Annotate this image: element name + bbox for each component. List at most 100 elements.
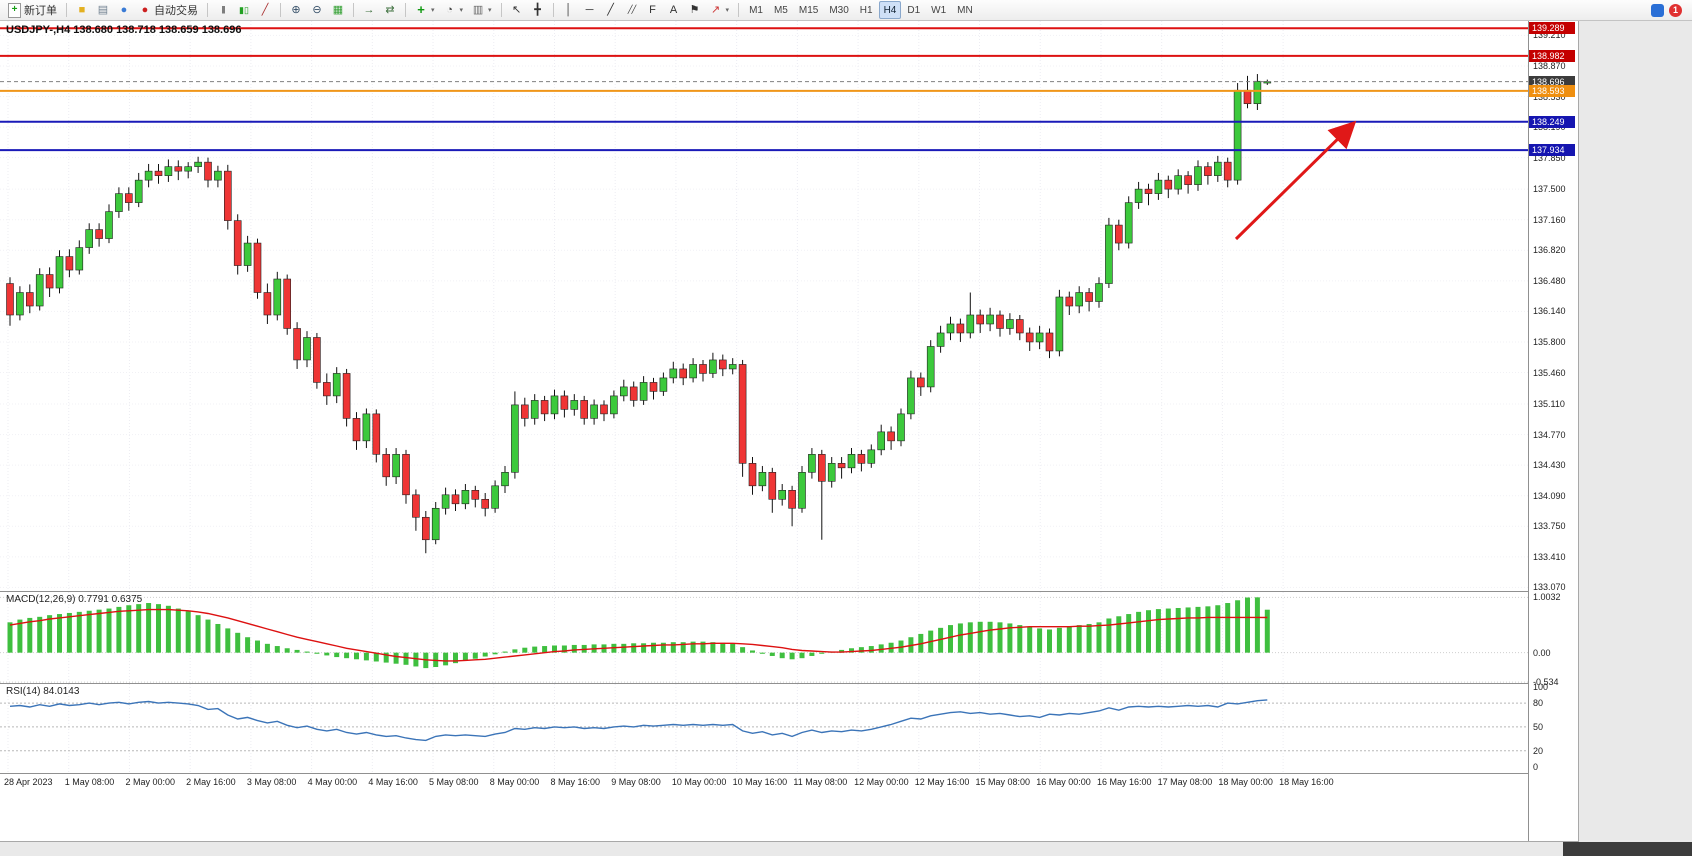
support-line-orange-tag[interactable]: 138.593 bbox=[1529, 84, 1575, 97]
price-tick: 135.800 bbox=[1533, 336, 1566, 347]
channel-icon: ╱╱ bbox=[627, 5, 637, 14]
price-tick: 136.140 bbox=[1533, 306, 1566, 317]
rsi-line bbox=[9, 699, 1268, 742]
macd-panel[interactable] bbox=[0, 591, 1528, 683]
bars-icon: ||| bbox=[221, 5, 225, 14]
time-tick: 12 May 16:00 bbox=[914, 777, 970, 787]
timeframe-m5[interactable]: M5 bbox=[773, 4, 788, 16]
label-icon: ⚑ bbox=[689, 4, 700, 16]
candles bbox=[6, 74, 1272, 554]
toolbar-separator bbox=[738, 3, 740, 17]
zoom-out-button[interactable]: ⊖ bbox=[307, 0, 327, 20]
trendline-icon: ╱ bbox=[607, 4, 614, 16]
price-tick: 137.160 bbox=[1533, 214, 1566, 225]
rsi-panel[interactable] bbox=[0, 683, 1528, 773]
arrows-button[interactable]: ↗ ▾ bbox=[706, 0, 734, 20]
crosshair-button[interactable]: ╋ bbox=[528, 0, 548, 20]
vertical-line-button[interactable]: │ bbox=[559, 0, 579, 20]
horizontal-line-button[interactable]: ─ bbox=[580, 0, 600, 20]
label-button[interactable]: ⚑ bbox=[685, 0, 705, 20]
toolbar-separator bbox=[66, 3, 67, 17]
periods-button[interactable]: ◔ ▾ bbox=[440, 0, 468, 20]
autotrading-button[interactable]: ● 自动交易 bbox=[135, 0, 202, 20]
macd-signal-line bbox=[9, 608, 1268, 662]
time-tick: 2 May 16:00 bbox=[186, 777, 236, 787]
trend-arrow[interactable] bbox=[1234, 120, 1357, 241]
indicator-plus-icon: + bbox=[417, 2, 425, 17]
time-tick: 15 May 08:00 bbox=[975, 777, 1031, 787]
scroll-icon: → bbox=[363, 4, 375, 16]
timeframe-mn[interactable]: MN bbox=[957, 4, 973, 16]
trendline-button[interactable]: ╱ bbox=[601, 0, 621, 20]
timeframe-h1[interactable]: H1 bbox=[859, 4, 873, 16]
cursor-icon: ↖ bbox=[511, 4, 522, 16]
timeframe-h4[interactable]: H4 bbox=[878, 1, 902, 19]
new-order-button-label: 新订单 bbox=[24, 5, 57, 17]
channel-button[interactable]: ╱╱ bbox=[622, 0, 642, 20]
time-tick: 4 May 16:00 bbox=[368, 777, 418, 787]
toolbar-separator bbox=[207, 3, 208, 17]
window-resize-bar[interactable] bbox=[1563, 842, 1692, 856]
hline-icon: ─ bbox=[585, 4, 594, 16]
timeframe-m15[interactable]: M15 bbox=[798, 4, 819, 16]
new-order-button[interactable]: + 新订单 bbox=[4, 0, 61, 20]
arrow-icon: ↗ bbox=[710, 4, 721, 16]
price-tick: 135.460 bbox=[1533, 367, 1566, 378]
resistance-line-lower-tag[interactable]: 138.982 bbox=[1529, 49, 1575, 62]
time-tick: 18 May 16:00 bbox=[1279, 777, 1334, 787]
timeframe-m30[interactable]: M30 bbox=[829, 4, 849, 16]
cursor-button[interactable]: ↖ bbox=[507, 0, 527, 20]
fibonacci-icon: F bbox=[649, 4, 656, 16]
notification-badge[interactable]: 1 bbox=[1669, 3, 1682, 17]
rsi-scale-tick: 50 bbox=[1533, 721, 1544, 732]
support-line-blue-1-tag[interactable]: 138.249 bbox=[1529, 115, 1575, 128]
macd-scale-tick: 0.00 bbox=[1533, 647, 1551, 658]
toolbar-separator bbox=[500, 3, 502, 17]
power-icon: ● bbox=[141, 4, 149, 16]
price-tick: 136.480 bbox=[1533, 275, 1566, 286]
metaeditor-button[interactable]: ■ bbox=[72, 0, 92, 20]
price-chart[interactable] bbox=[0, 21, 1528, 591]
zoom-in-button[interactable]: ⊕ bbox=[286, 0, 306, 20]
price-axis[interactable]: 139.210138.870138.530138.190137.850137.5… bbox=[1528, 21, 1578, 841]
line-chart-button[interactable]: ╱ bbox=[255, 0, 275, 20]
chart-window: USDJPY-,H4 138.680 138.718 138.659 138.6… bbox=[0, 21, 1579, 842]
indicators-button[interactable]: + ▾ bbox=[411, 0, 439, 20]
time-tick: 2 May 00:00 bbox=[125, 777, 175, 787]
auto-scroll-button[interactable]: → bbox=[359, 0, 379, 20]
price-tick: 133.410 bbox=[1533, 551, 1566, 562]
community-button[interactable] bbox=[1651, 3, 1664, 17]
timeframe-w1[interactable]: W1 bbox=[931, 4, 947, 16]
time-tick: 28 Apr 2023 bbox=[4, 777, 53, 787]
data-window-button[interactable]: ● bbox=[114, 0, 134, 20]
support-line-blue-2-tag[interactable]: 137.934 bbox=[1529, 144, 1575, 157]
tile-windows-button[interactable]: ▦ bbox=[328, 0, 348, 20]
time-tick: 8 May 00:00 bbox=[489, 777, 540, 787]
zoom-in-icon: ⊕ bbox=[291, 4, 301, 16]
candlestick-chart-button[interactable]: ▮▯ bbox=[234, 0, 254, 20]
bid-price-line-tag[interactable]: 138.696 bbox=[1529, 75, 1575, 88]
autotrading-button-label: 自动交易 bbox=[154, 5, 198, 17]
line-icon: ╱ bbox=[261, 4, 269, 16]
toolbar-separator bbox=[353, 3, 354, 17]
timeframe-d1[interactable]: D1 bbox=[907, 4, 921, 16]
fibonacci-button[interactable]: F bbox=[643, 0, 663, 20]
templates-button[interactable]: ▥ ▾ bbox=[468, 0, 496, 20]
time-axis[interactable]: 28 Apr 2023 1 May 08:00 2 May 00:00 2 May 1… bbox=[0, 773, 1528, 792]
time-tick: 16 May 16:00 bbox=[1096, 777, 1152, 787]
timeframe-m1[interactable]: M1 bbox=[749, 4, 763, 16]
vline-icon: │ bbox=[565, 4, 572, 16]
text-button[interactable]: A bbox=[664, 0, 684, 20]
yellow-box-icon: ■ bbox=[78, 4, 86, 16]
print-button[interactable]: ▤ bbox=[93, 0, 113, 20]
resistance-line-upper-tag[interactable]: 139.289 bbox=[1529, 22, 1575, 35]
time-tick: 5 May 08:00 bbox=[429, 777, 479, 787]
price-tick: 139.210 bbox=[1533, 30, 1566, 41]
price-tick: 134.090 bbox=[1533, 490, 1566, 501]
time-tick: 10 May 00:00 bbox=[671, 777, 727, 787]
chart-shift-button[interactable]: ⇄ bbox=[380, 0, 400, 20]
bar-chart-button[interactable]: ||| bbox=[213, 0, 233, 20]
grid-icon: ▦ bbox=[332, 4, 344, 16]
shift-icon: ⇄ bbox=[385, 4, 395, 16]
